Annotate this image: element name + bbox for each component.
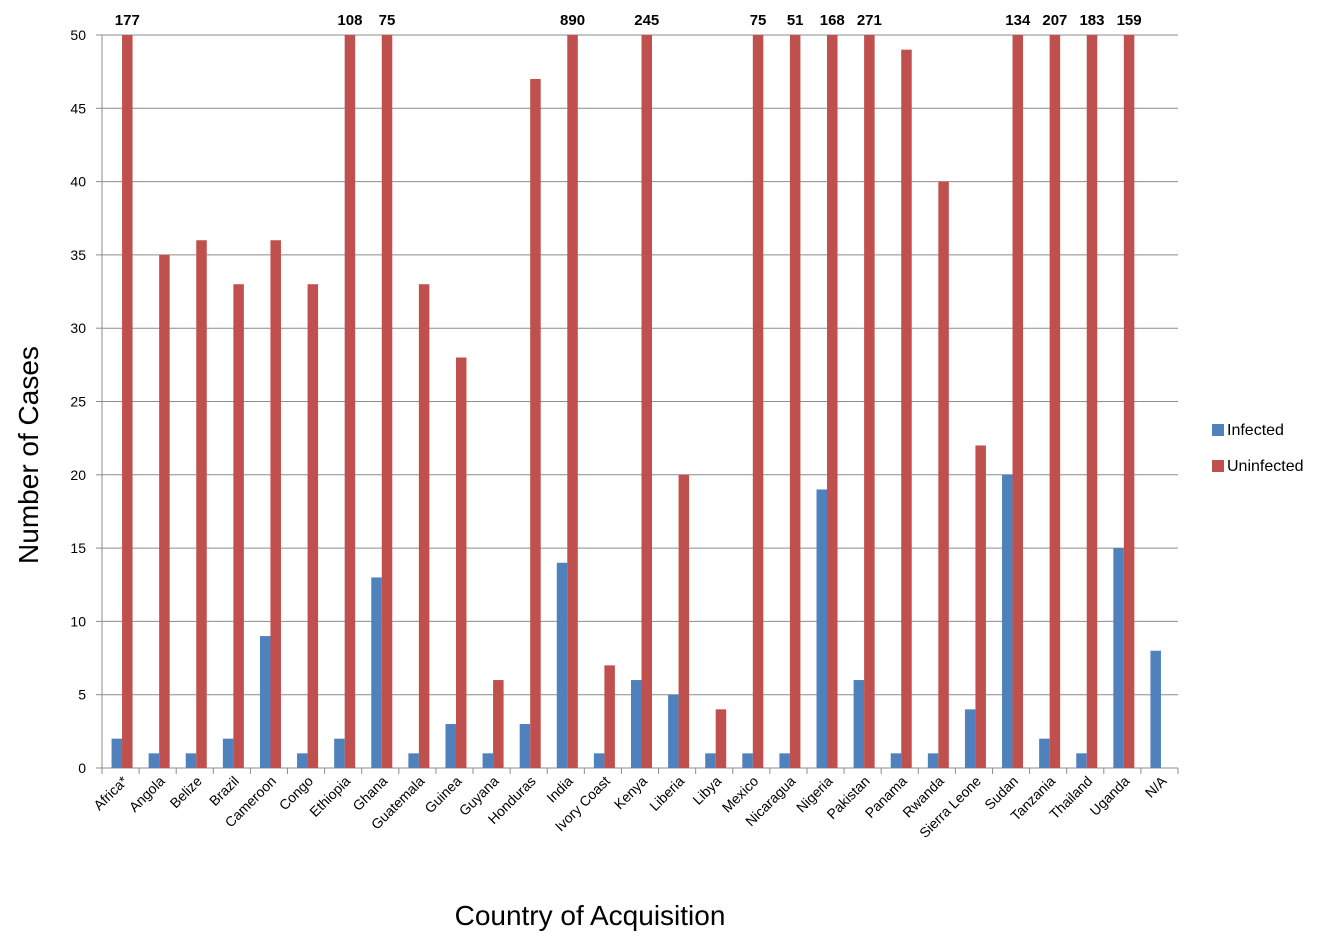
bar xyxy=(1039,738,1050,768)
bar xyxy=(715,709,727,768)
y-tick-label: 30 xyxy=(70,320,86,336)
x-tick-label: Ethiopia xyxy=(306,773,353,820)
bar xyxy=(668,694,679,768)
bar xyxy=(196,240,207,769)
bar xyxy=(307,284,319,768)
y-tick-label: 45 xyxy=(70,100,86,116)
data-label: 168 xyxy=(820,12,845,29)
y-tick-label: 40 xyxy=(70,174,86,190)
legend-swatch xyxy=(1212,424,1224,436)
bar xyxy=(631,680,642,768)
bar xyxy=(641,35,652,768)
legend-label: Uninfected xyxy=(1227,458,1304,475)
x-tick-label: India xyxy=(543,773,576,806)
y-tick-label: 15 xyxy=(70,540,86,556)
legend-label: Infected xyxy=(1227,422,1284,439)
y-tick-label: 25 xyxy=(70,394,86,410)
bar xyxy=(927,753,939,768)
bar xyxy=(1012,35,1024,768)
bar xyxy=(1123,35,1135,768)
bar xyxy=(148,753,160,768)
data-label: 51 xyxy=(787,12,804,29)
bar xyxy=(789,35,801,768)
data-label: 75 xyxy=(750,12,767,29)
y-tick-label: 20 xyxy=(70,467,86,483)
bar xyxy=(122,35,133,769)
bar xyxy=(259,636,271,768)
bar xyxy=(455,357,467,768)
bar xyxy=(1113,548,1124,768)
bar xyxy=(344,35,356,768)
bar xyxy=(567,35,578,768)
data-label: 108 xyxy=(337,12,362,29)
data-label: 134 xyxy=(1005,12,1031,29)
bar xyxy=(334,738,345,768)
bar xyxy=(530,78,541,769)
data-label: 890 xyxy=(560,12,585,29)
bar xyxy=(159,254,170,768)
bar xyxy=(371,577,382,768)
bar xyxy=(853,680,865,768)
bar xyxy=(111,738,123,768)
bar xyxy=(816,489,828,768)
bar xyxy=(779,753,790,768)
data-label: 159 xyxy=(1117,12,1142,29)
x-tick-label: Uganda xyxy=(1086,773,1132,819)
y-tick-label: 10 xyxy=(70,613,86,629)
bar xyxy=(901,49,912,769)
bar xyxy=(1002,474,1013,768)
data-label: 245 xyxy=(634,12,659,29)
legend-swatch xyxy=(1212,460,1224,472)
bar xyxy=(964,709,976,768)
data-label: 177 xyxy=(115,12,140,29)
bar xyxy=(890,753,902,768)
x-tick-label: Kenya xyxy=(611,773,651,813)
bar xyxy=(975,445,986,768)
data-label: 183 xyxy=(1079,12,1104,29)
y-tick-label: 50 xyxy=(70,27,86,43)
bar xyxy=(445,724,456,768)
bar xyxy=(752,35,764,768)
data-label: 75 xyxy=(379,12,396,29)
y-tick-label: 0 xyxy=(78,760,86,776)
bar xyxy=(519,724,531,768)
bar xyxy=(678,474,690,768)
y-tick-label: 5 xyxy=(78,687,86,703)
bar xyxy=(742,753,753,768)
bar xyxy=(482,753,494,768)
x-axis-title: Country of Acquisition xyxy=(455,900,726,931)
bar xyxy=(593,753,605,768)
bar xyxy=(938,181,949,769)
data-label: 207 xyxy=(1042,12,1067,29)
y-axis-title: Number of Cases xyxy=(13,346,44,564)
bar xyxy=(222,738,234,768)
bar xyxy=(1076,753,1087,768)
bar xyxy=(418,284,430,768)
bar xyxy=(381,35,393,768)
bar xyxy=(1150,650,1161,768)
bar xyxy=(827,35,838,768)
bars xyxy=(111,35,1161,769)
bar xyxy=(233,284,244,768)
bar xyxy=(493,680,504,768)
bar xyxy=(297,753,308,768)
x-tick-label: N/A xyxy=(1142,772,1170,800)
bar xyxy=(705,753,716,768)
bar xyxy=(864,35,875,768)
bar xyxy=(1086,35,1098,768)
bar xyxy=(1049,35,1061,768)
bar xyxy=(185,753,197,768)
data-label: 271 xyxy=(857,12,882,29)
x-tick-label: Angola xyxy=(126,773,168,815)
y-tick-label: 35 xyxy=(70,247,86,263)
bar xyxy=(556,562,568,768)
x-tick-label: Africa* xyxy=(90,772,131,813)
bar xyxy=(270,240,281,769)
x-tick-label: Belize xyxy=(167,773,205,811)
bar xyxy=(604,665,615,768)
x-tick-label: Liberia xyxy=(646,773,687,814)
bar xyxy=(408,753,419,768)
